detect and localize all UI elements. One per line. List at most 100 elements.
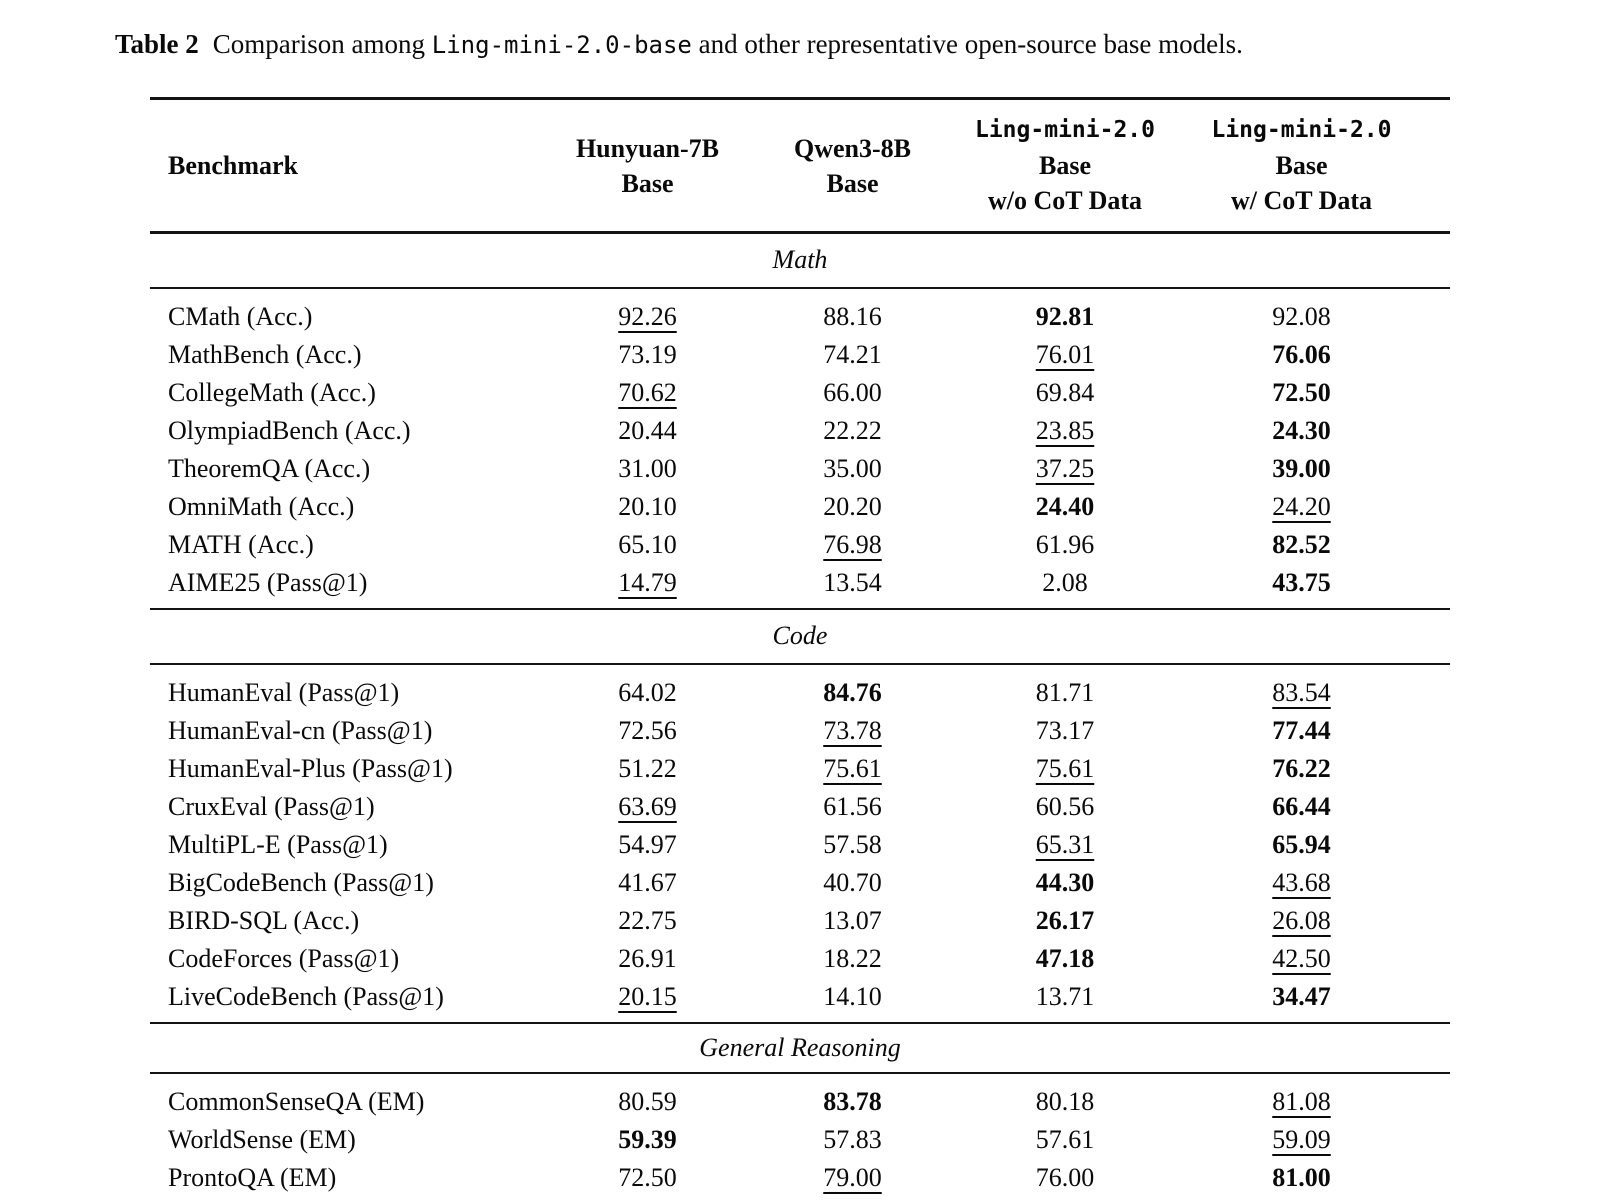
metric-value: 74.21 bbox=[823, 339, 882, 369]
table-row: MATH (Acc.) 65.10 76.98 61.96 82.52 bbox=[150, 526, 1450, 564]
section-title: Math bbox=[150, 234, 1450, 287]
table-row: OmniMath (Acc.) 20.10 20.20 24.40 24.20 bbox=[150, 488, 1450, 526]
table-caption: Table 2 Comparison among Ling-mini-2.0-ba… bbox=[115, 26, 1243, 63]
metric-value: 47.18 bbox=[1035, 943, 1095, 973]
metric-value: 43.75 bbox=[1272, 567, 1331, 597]
column-header-label: Qwen3-8B bbox=[794, 133, 911, 163]
table-rule-section-end bbox=[150, 607, 1450, 610]
section-title-text: General Reasoning bbox=[699, 1032, 901, 1062]
metric-value: 72.56 bbox=[618, 715, 677, 745]
table-caption-code: Ling-mini-2.0-base bbox=[431, 31, 692, 59]
table-row: BigCodeBench (Pass@1) 41.67 40.70 44.30 … bbox=[150, 864, 1450, 902]
metric-value: 51.22 bbox=[618, 753, 677, 783]
metric-value: 81.00 bbox=[1272, 1162, 1331, 1192]
metric-value: 14.79 bbox=[618, 567, 677, 597]
metric-value: 44.30 bbox=[1035, 867, 1095, 897]
metric-value: 42.50 bbox=[1272, 943, 1331, 973]
table-row: CMath (Acc.) 92.26 88.16 92.81 92.08 bbox=[150, 298, 1450, 336]
metric-value: 13.71 bbox=[1035, 981, 1095, 1011]
metric-value: 82.52 bbox=[1272, 529, 1331, 559]
table-caption-text-after: and other representative open-source bas… bbox=[691, 29, 1243, 59]
column-header-label: Base bbox=[1275, 151, 1328, 180]
metric-value: 35.00 bbox=[823, 453, 882, 483]
section-title: General Reasoning bbox=[150, 1024, 1450, 1072]
section-title-text: Code bbox=[772, 621, 828, 650]
metric-value: 75.61 bbox=[1035, 753, 1095, 783]
metric-value: 92.26 bbox=[618, 301, 677, 331]
metric-value: 63.69 bbox=[618, 791, 677, 821]
benchmark-name: MATH (Acc.) bbox=[168, 529, 314, 559]
table-row: OlympiadBench (Acc.) 20.44 22.22 23.85 2… bbox=[150, 412, 1450, 450]
benchmark-name: MultiPL-E (Pass@1) bbox=[168, 829, 388, 859]
metric-value: 75.61 bbox=[823, 753, 882, 783]
table-rule-below-section-title bbox=[150, 1071, 1450, 1074]
benchmark-name: HumanEval (Pass@1) bbox=[168, 677, 400, 707]
metric-value: 20.44 bbox=[618, 415, 677, 445]
column-header-benchmark: Benchmark bbox=[150, 148, 535, 183]
metric-value: 69.84 bbox=[1035, 377, 1095, 407]
table-row: CodeForces (Pass@1) 26.91 18.22 47.18 42… bbox=[150, 940, 1450, 978]
column-header-label: Hunyuan-7B bbox=[575, 133, 720, 163]
metric-value: 22.75 bbox=[618, 905, 677, 935]
benchmark-table: Benchmark Hunyuan-7B Base Qwen3-8B Base … bbox=[150, 97, 1450, 1201]
metric-value: 83.78 bbox=[823, 1086, 882, 1116]
metric-value: 39.00 bbox=[1272, 453, 1331, 483]
metric-value: 20.10 bbox=[618, 491, 677, 521]
metric-value: 24.20 bbox=[1272, 491, 1331, 521]
table-row: CommonSenseQA (EM) 80.59 83.78 80.18 81.… bbox=[150, 1083, 1450, 1121]
benchmark-name: LiveCodeBench (Pass@1) bbox=[168, 981, 444, 1011]
column-header-label: w/ CoT Data bbox=[1230, 186, 1373, 215]
column-header-label: Benchmark bbox=[168, 151, 298, 180]
column-header-model-name: Ling-mini-2.0 bbox=[974, 117, 1155, 143]
table-row: MultiPL-E (Pass@1) 54.97 57.58 65.31 65.… bbox=[150, 826, 1450, 864]
metric-value: 83.54 bbox=[1272, 677, 1331, 707]
benchmark-name: AIME25 (Pass@1) bbox=[168, 567, 368, 597]
table-header-row: Benchmark Hunyuan-7B Base Qwen3-8B Base … bbox=[150, 100, 1450, 231]
metric-value: 66.44 bbox=[1272, 791, 1331, 821]
metric-value: 34.47 bbox=[1272, 981, 1331, 1011]
metric-value: 65.31 bbox=[1035, 829, 1095, 859]
section-rows: CommonSenseQA (EM) 80.59 83.78 80.18 81.… bbox=[150, 1074, 1450, 1201]
metric-value: 40.70 bbox=[823, 867, 882, 897]
table-section: Code HumanEval (Pass@1) 64.02 84.76 81.7… bbox=[150, 610, 1450, 1024]
metric-value: 76.06 bbox=[1272, 339, 1331, 369]
metric-value: 66.00 bbox=[823, 377, 882, 407]
benchmark-name: OlympiadBench (Acc.) bbox=[168, 415, 411, 445]
metric-value: 65.10 bbox=[618, 529, 677, 559]
table-row: HumanEval-Plus (Pass@1) 51.22 75.61 75.6… bbox=[150, 750, 1450, 788]
benchmark-name: CruxEval (Pass@1) bbox=[168, 791, 375, 821]
metric-value: 24.40 bbox=[1035, 491, 1095, 521]
metric-value: 23.85 bbox=[1035, 415, 1095, 445]
column-header-model-name: Ling-mini-2.0 bbox=[1211, 117, 1392, 143]
section-title-text: Math bbox=[772, 245, 828, 274]
table-row: BIRD-SQL (Acc.) 22.75 13.07 26.17 26.08 bbox=[150, 902, 1450, 940]
metric-value: 37.25 bbox=[1035, 453, 1095, 483]
metric-value: 31.00 bbox=[618, 453, 677, 483]
benchmark-name: TheoremQA (Acc.) bbox=[168, 453, 371, 483]
metric-value: 43.68 bbox=[1272, 867, 1331, 897]
section-title: Code bbox=[150, 610, 1450, 663]
metric-value: 76.98 bbox=[823, 529, 882, 559]
benchmark-name: MathBench (Acc.) bbox=[168, 339, 362, 369]
metric-value: 65.94 bbox=[1272, 829, 1331, 859]
metric-value: 61.56 bbox=[823, 791, 882, 821]
metric-value: 73.78 bbox=[823, 715, 882, 745]
table-section: General Reasoning CommonSenseQA (EM) 80.… bbox=[150, 1024, 1450, 1201]
metric-value: 81.08 bbox=[1272, 1086, 1331, 1116]
benchmark-name: CodeForces (Pass@1) bbox=[168, 943, 400, 973]
metric-value: 60.56 bbox=[1035, 791, 1095, 821]
metric-value: 57.61 bbox=[1035, 1124, 1095, 1154]
metric-value: 41.67 bbox=[618, 867, 677, 897]
metric-value: 59.09 bbox=[1272, 1124, 1331, 1154]
metric-value: 13.07 bbox=[823, 905, 882, 935]
table-rule-below-section-title bbox=[150, 286, 1450, 289]
metric-value: 57.58 bbox=[823, 829, 882, 859]
column-header-ling-w-cot: Ling-mini-2.0 Base w/ CoT Data bbox=[1185, 113, 1450, 218]
table-caption-label: Table 2 bbox=[115, 29, 199, 59]
benchmark-name: OmniMath (Acc.) bbox=[168, 491, 355, 521]
metric-value: 59.39 bbox=[618, 1124, 677, 1154]
metric-value: 26.17 bbox=[1035, 905, 1095, 935]
benchmark-name: WorldSense (EM) bbox=[168, 1124, 356, 1154]
metric-value: 24.30 bbox=[1272, 415, 1331, 445]
metric-value: 80.18 bbox=[1035, 1086, 1095, 1116]
